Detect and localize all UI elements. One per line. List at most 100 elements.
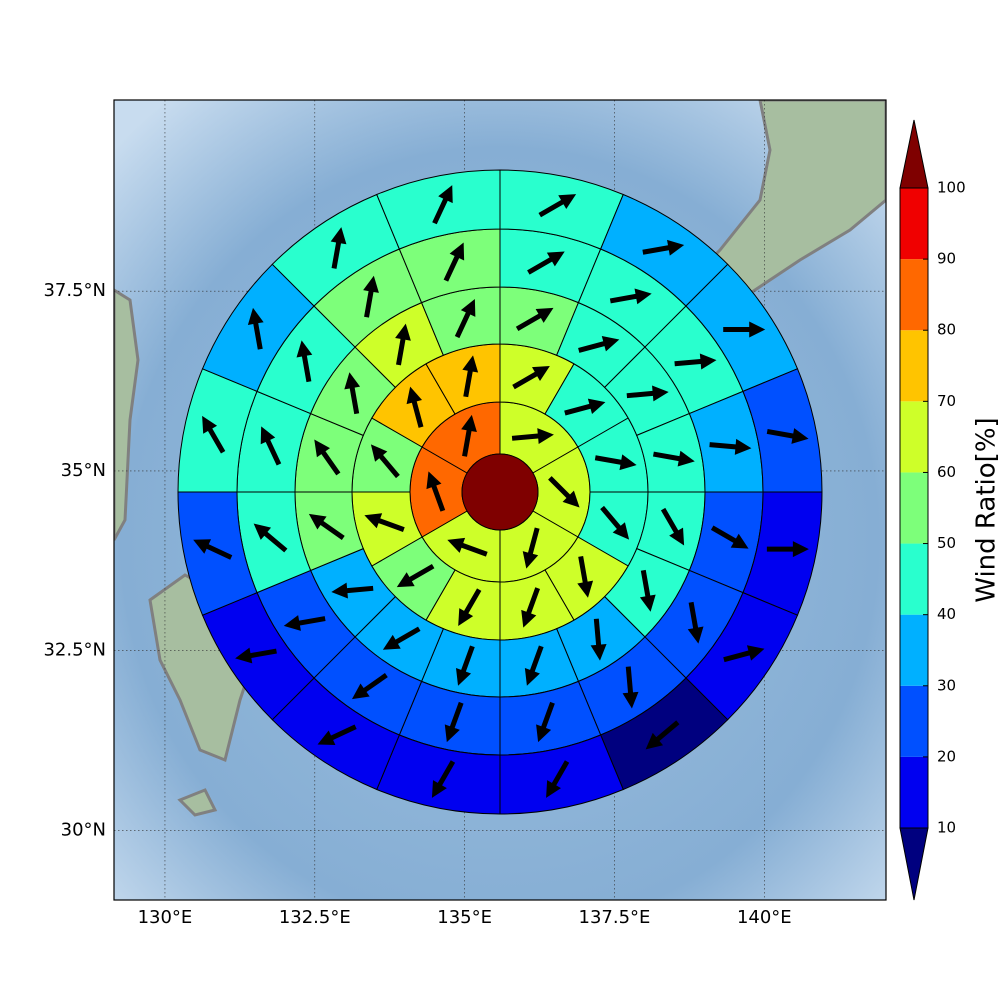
center-disc (461, 453, 539, 531)
wind-arrow (522, 527, 540, 569)
x-tick-label: 137.5°E (579, 907, 651, 928)
sectors (177, 169, 823, 815)
wind-arrow (524, 645, 544, 686)
colorbar: 10 20 30 40 50 60 70 80 90 100 (899, 119, 966, 901)
y-tick-label: 32.5°N (43, 640, 106, 661)
wind-arrow (527, 251, 565, 275)
wind-arrow (202, 415, 226, 454)
wind-arrow (432, 185, 453, 225)
wind-arrow (193, 539, 233, 560)
wind-arrow (382, 626, 421, 650)
wind-arrow (590, 618, 607, 661)
colorbar-swatch (900, 685, 928, 757)
wind-arrow (577, 556, 594, 598)
wind-arrow (462, 355, 479, 398)
wind-arrow (709, 438, 752, 455)
wind-arrow (521, 587, 540, 628)
wind-arrow (594, 454, 637, 471)
colorbar-tick-label: 60 (937, 463, 956, 481)
wind-arrow (538, 194, 577, 218)
wind-arrow (710, 525, 749, 549)
wind-arrow (600, 505, 630, 540)
wind-arrow (314, 439, 341, 476)
wind-arrow (247, 307, 264, 350)
wind-arrow (443, 242, 465, 282)
wind-arrow (370, 444, 400, 479)
colorbar-swatch (900, 614, 928, 686)
wind-arrow (723, 645, 765, 663)
wind-arrow (447, 537, 488, 557)
colorbar-tick-label: 10 (937, 819, 956, 837)
colorbar-tick-label: 40 (937, 605, 956, 623)
colorbar-swatch (900, 188, 928, 260)
x-tick-label: 132.5°E (279, 907, 351, 928)
wind-arrow (363, 275, 379, 318)
wind-arrow (609, 288, 652, 305)
x-tick-label: 135°E (437, 907, 492, 928)
wind-arrow (642, 239, 685, 256)
wind-arrow (766, 428, 809, 444)
wind-arrow (331, 582, 374, 599)
colorbar-label: Wind Ratio[%] (972, 417, 1000, 602)
wind-arrow (639, 569, 656, 612)
wind-arrow (687, 601, 704, 644)
arrows (193, 185, 809, 798)
wind-arrow (626, 385, 669, 402)
colorbar-swatch (900, 472, 928, 544)
wind-arrow (296, 340, 313, 383)
plot-frame (113, 99, 887, 901)
colorbar-tick-label: 50 (937, 534, 956, 552)
wind-arrow (455, 645, 475, 686)
wind-arrow (652, 450, 695, 467)
wind-arrow (253, 523, 288, 553)
wind-arrow (548, 476, 580, 508)
wind-arrow (454, 298, 476, 339)
wind-arrow (645, 720, 680, 750)
colorbar-swatch (900, 543, 928, 615)
wind-arrow (396, 563, 435, 588)
wind-arrow (406, 386, 424, 428)
colorbar-swatch (900, 259, 928, 331)
wind-arrow (660, 507, 685, 546)
x-tick-label: 140°E (737, 907, 792, 928)
wind-arrow (622, 666, 639, 709)
colorbar-swatch (900, 756, 928, 828)
wind-arrow (260, 426, 282, 466)
wind-arrow (766, 541, 809, 558)
wind-arrow (426, 471, 446, 512)
colorbar-tick-label: 30 (937, 676, 956, 694)
colorbar-tick-label: 20 (937, 747, 956, 765)
y-tick-label: 37.5°N (43, 280, 106, 301)
colorbar-tick-label: 100 (937, 179, 966, 197)
land-island (177, 788, 218, 817)
wind-arrow (674, 353, 717, 370)
colorbar-under (899, 827, 929, 901)
wind-arrow (395, 323, 411, 366)
wind-arrow (344, 372, 361, 415)
colorbar-tick-label: 90 (937, 250, 956, 268)
land-korea (114, 288, 140, 541)
colorbar-tick-label: 80 (937, 321, 956, 339)
y-tick-label: 30°N (61, 819, 106, 840)
wind-arrow (461, 414, 477, 457)
colorbar-over (899, 119, 929, 189)
wind-arrow (546, 760, 570, 798)
wind-arrow (235, 647, 277, 664)
colorbar-frame (899, 187, 929, 829)
wind-arrow (723, 321, 766, 338)
wind-arrow (444, 701, 464, 743)
colorbar-swatch (900, 401, 928, 473)
wind-arrow (536, 701, 555, 743)
wind-arrow (512, 366, 550, 390)
wind-arrow (431, 760, 456, 798)
wind-arrow (317, 724, 357, 745)
wind-arrow (308, 513, 345, 540)
colorbar-swatch (900, 330, 928, 402)
y-tick-label: 35°N (61, 460, 106, 481)
wind-arrow (515, 307, 554, 332)
wind-arrow (351, 673, 388, 700)
wind-arrow (578, 335, 620, 353)
wind-arrow (564, 398, 606, 416)
wind-arrow (330, 227, 347, 269)
